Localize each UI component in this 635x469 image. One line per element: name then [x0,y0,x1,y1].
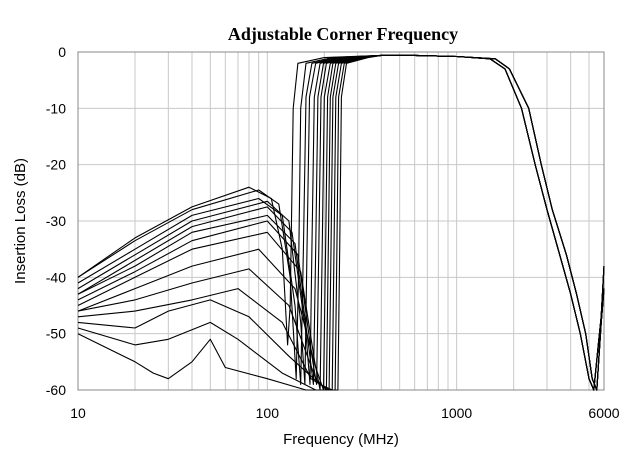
x-tick-label: 10 [70,405,86,421]
x-tick-label: 1000 [441,405,472,421]
x-axis-label: Frequency (MHz) [283,431,399,448]
y-tick-label: -40 [46,269,66,285]
y-tick-label: -20 [46,157,66,173]
y-tick-label: 0 [58,44,66,60]
plot-frame [77,51,605,391]
y-tick-label: -50 [46,326,66,342]
y-tick-label: -10 [46,100,66,116]
y-tick-label: -30 [46,213,66,229]
x-tick-label: 100 [256,405,280,421]
chart-title: Adjustable Corner Frequency [228,24,458,44]
x-tick-labels: 10 100 1000 6000 [70,405,620,421]
series-lines [77,54,605,391]
x-tick-label: 6000 [588,405,619,421]
y-tick-label: -60 [46,382,66,398]
series-line-14 [77,54,605,391]
y-axis-label: Insertion Loss (dB) [12,158,29,284]
y-tick-labels: 0 -10 -20 -30 -40 -50 -60 [46,44,66,398]
